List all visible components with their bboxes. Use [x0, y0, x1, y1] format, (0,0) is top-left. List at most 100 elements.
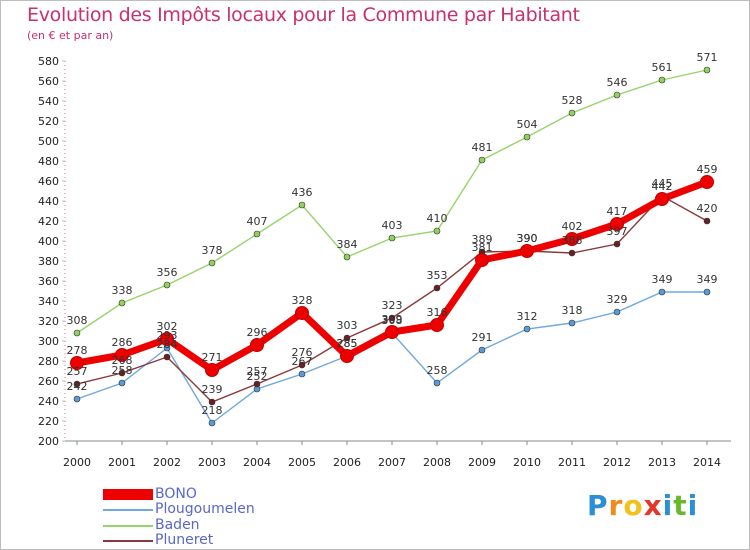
logo-letter: P: [587, 489, 609, 522]
y-tick-label: 260: [38, 375, 59, 388]
data-label-pluneret: 390: [517, 232, 538, 245]
y-tick-label: 500: [38, 135, 59, 148]
data-labels: 308 338 356 378 407 436 384 403 410 481 504 528 546 5…: [67, 51, 718, 417]
y-tick-label: 440: [38, 195, 59, 208]
logo-letter: i: [687, 489, 699, 522]
data-label-bono: 328: [292, 294, 313, 307]
logo-letter: t: [673, 489, 688, 522]
y-tick-label: 380: [38, 255, 59, 268]
data-label-bono: 278: [67, 344, 88, 357]
x-tick-label: 2005: [288, 456, 316, 469]
data-point-pluneret: [208, 398, 216, 406]
data-point-bono: [655, 192, 669, 206]
data-label-pluneret: 257: [247, 365, 268, 378]
data-label-baden: 308: [67, 314, 88, 327]
data-label-baden: 338: [112, 284, 133, 297]
y-tick-label: 520: [38, 115, 59, 128]
data-label-bono: 296: [247, 326, 268, 339]
data-point-baden: [388, 234, 396, 242]
y-tick-label: 200: [38, 435, 59, 448]
y-tick-label: 240: [38, 395, 59, 408]
logo-letter: r: [608, 489, 624, 522]
chart-subtitle: (en € et par an): [27, 29, 114, 42]
data-label-plougoumelen: 242: [67, 380, 88, 393]
data-point-baden: [478, 156, 486, 164]
data-label-bono: 271: [202, 351, 223, 364]
data-point-bono: [475, 253, 489, 267]
data-point-bono: [205, 363, 219, 377]
data-label-pluneret: 239: [202, 383, 223, 396]
x-tick-label: 2010: [513, 456, 541, 469]
legend-label: Baden: [155, 517, 200, 533]
x-tick-label: 2002: [153, 456, 181, 469]
data-label-bono: 402: [562, 220, 583, 233]
data-point-bono: [610, 217, 624, 231]
y-tick-label: 460: [38, 175, 59, 188]
data-label-pluneret: 388: [562, 234, 583, 247]
data-label-plougoumelen: 318: [562, 304, 583, 317]
data-label-pluneret: 323: [382, 299, 403, 312]
data-label-bono: 302: [157, 320, 178, 333]
data-label-pluneret: 268: [112, 354, 133, 367]
data-label-pluneret: 420: [697, 202, 718, 215]
y-tick-label: 480: [38, 155, 59, 168]
data-label-baden: 356: [157, 266, 178, 279]
legend-swatch: [103, 509, 153, 511]
data-point-bono: [160, 332, 174, 346]
data-point-pluneret: [118, 369, 126, 377]
x-tick-label: 2007: [378, 456, 406, 469]
data-point-baden: [208, 259, 216, 267]
data-point-baden: [73, 329, 81, 337]
data-point-plougoumelen: [298, 370, 306, 378]
data-label-plougoumelen: 258: [427, 364, 448, 377]
x-tick-label: 2013: [648, 456, 676, 469]
legend-label: Pluneret: [155, 532, 214, 548]
data-label-plougoumelen: 291: [472, 331, 493, 344]
data-point-plougoumelen: [433, 379, 441, 387]
x-tick-label: 2001: [108, 456, 136, 469]
y-tick-label: 360: [38, 275, 59, 288]
y-tick-label: 560: [38, 75, 59, 88]
data-point-bono: [430, 318, 444, 332]
data-point-pluneret: [73, 380, 81, 388]
data-label-pluneret: 397: [607, 225, 628, 238]
data-label-baden: 378: [202, 244, 223, 257]
data-point-pluneret: [703, 217, 711, 225]
data-point-plougoumelen: [568, 319, 576, 327]
data-label-baden: 481: [472, 141, 493, 154]
data-point-plougoumelen: [208, 419, 216, 427]
data-point-baden: [118, 299, 126, 307]
axes: 200 220 240 260 280 300 320 340 360 380 400 420 440 4…: [38, 55, 731, 469]
data-point-baden: [703, 66, 711, 74]
data-point-baden: [433, 227, 441, 235]
data-label-baden: 410: [427, 212, 448, 225]
data-point-baden: [253, 230, 261, 238]
data-label-pluneret: 303: [337, 319, 358, 332]
proxiti-logo: Proxiti: [587, 489, 698, 522]
logo-letter: i: [662, 489, 674, 522]
data-point-bono: [340, 349, 354, 363]
chart-title: Evolution des Impôts locaux pour la Comm…: [27, 4, 580, 26]
data-label-pluneret: 389: [472, 233, 493, 246]
data-point-baden: [613, 91, 621, 99]
data-label-pluneret: 353: [427, 269, 448, 282]
data-label-plougoumelen: 218: [202, 404, 223, 417]
y-tick-label: 580: [38, 55, 59, 68]
data-point-baden: [163, 281, 171, 289]
data-point-bono: [565, 232, 579, 246]
data-label-plougoumelen: 349: [697, 273, 718, 286]
data-point-baden: [298, 201, 306, 209]
data-point-plougoumelen: [703, 288, 711, 296]
logo-letter: x: [643, 489, 663, 522]
logo-letter: o: [623, 489, 644, 522]
legend-swatch: [103, 525, 153, 527]
data-point-baden: [568, 109, 576, 117]
x-tick-label: 2009: [468, 456, 496, 469]
data-label-bono: 390: [517, 232, 538, 245]
data-label-bono: 316: [427, 306, 448, 319]
data-point-pluneret: [388, 314, 396, 322]
data-point-baden: [658, 76, 666, 84]
data-label-baden: 436: [292, 186, 313, 199]
data-label-bono: 417: [607, 205, 628, 218]
